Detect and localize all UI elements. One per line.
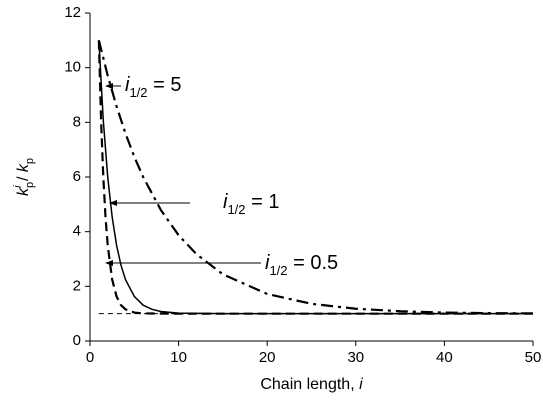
y-tick-label: 10 (64, 59, 81, 76)
y-tick-label: 6 (73, 168, 81, 185)
annotation-rest: = 5 (148, 74, 182, 96)
x-axis-label: Chain length, i (260, 376, 363, 393)
annotation-var: i (265, 252, 270, 274)
x-tick-label: 10 (170, 349, 187, 366)
y-label-sub: p (24, 182, 36, 188)
annotation-rest: = 0.5 (288, 252, 339, 274)
x-tick-label: 50 (525, 349, 542, 366)
x-tick-label: 40 (436, 349, 453, 366)
y-tick-label: 12 (64, 4, 81, 21)
annotation-var: i (223, 191, 228, 213)
annotation-sub: 1/2 (269, 263, 287, 278)
x-tick-label: 20 (259, 349, 276, 366)
y-label-sub: p (24, 158, 36, 164)
x-tick-label: 0 (86, 349, 94, 366)
annotation-rest: = 1 (246, 191, 280, 213)
annotation-var: i (125, 74, 130, 96)
series-line (97, 40, 533, 315)
x-label-var: i (359, 376, 363, 393)
annotation-sub: 1/2 (227, 202, 245, 217)
annotation: i1/2 = 5 (125, 74, 181, 100)
annotation: i1/2 = 1 (223, 191, 279, 217)
x-label-text: Chain length, (260, 376, 359, 393)
y-tick-label: 4 (73, 223, 81, 240)
y-tick-label: 2 (73, 277, 81, 294)
y-axis-label: kpi / kp (12, 158, 36, 196)
y-label-slash: / (15, 172, 32, 185)
y-label-k: k (15, 163, 32, 172)
x-tick-label: 30 (347, 349, 364, 366)
y-tick-label: 0 (73, 332, 81, 349)
annotation: i1/2 = 0.5 (265, 252, 338, 278)
y-tick-label: 8 (73, 113, 81, 130)
y-label-sup: i (12, 185, 24, 188)
annotation-sub: 1/2 (129, 85, 147, 100)
y-label-k: k (15, 187, 32, 196)
series-line (97, 40, 534, 315)
